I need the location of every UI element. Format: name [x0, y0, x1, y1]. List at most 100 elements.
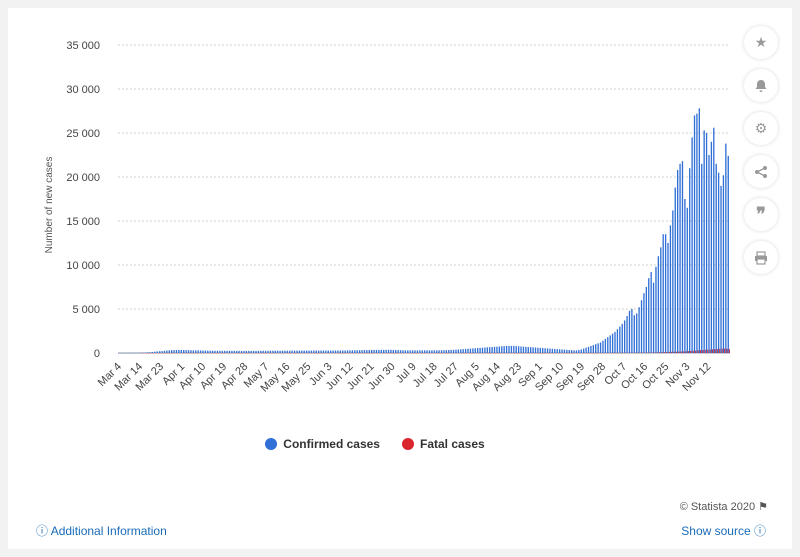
bar-confirmed[interactable] — [725, 143, 727, 353]
bar-confirmed[interactable] — [727, 155, 729, 353]
bar-confirmed[interactable] — [542, 348, 544, 353]
bar-fatal[interactable] — [695, 350, 697, 353]
bar-confirmed[interactable] — [640, 300, 643, 353]
bar-confirmed[interactable] — [383, 349, 385, 353]
bar-confirmed[interactable] — [122, 352, 125, 354]
bar-confirmed[interactable] — [289, 350, 291, 353]
bar-confirmed[interactable] — [568, 350, 570, 353]
bar-confirmed[interactable] — [199, 350, 202, 353]
bar-confirmed[interactable] — [460, 349, 462, 353]
bar-confirmed[interactable] — [120, 352, 122, 354]
bar-fatal[interactable] — [680, 351, 682, 353]
bar-confirmed[interactable] — [211, 350, 214, 353]
bar-confirmed[interactable] — [604, 338, 607, 353]
bar-confirmed[interactable] — [585, 347, 587, 353]
bar-confirmed[interactable] — [402, 350, 404, 353]
bar-fatal[interactable] — [728, 348, 730, 353]
bar-confirmed[interactable] — [219, 350, 221, 353]
bar-confirmed[interactable] — [134, 352, 137, 354]
bar-confirmed[interactable] — [142, 352, 144, 354]
bar-fatal[interactable] — [666, 352, 668, 353]
bar-confirmed[interactable] — [530, 347, 532, 353]
bar-confirmed[interactable] — [358, 350, 361, 353]
bar-confirmed[interactable] — [457, 349, 460, 353]
bar-confirmed[interactable] — [691, 137, 693, 353]
bar-confirmed[interactable] — [334, 350, 337, 353]
bar-confirmed[interactable] — [643, 293, 645, 353]
bar-confirmed[interactable] — [313, 350, 315, 353]
bar-confirmed[interactable] — [414, 350, 416, 353]
bar-confirmed[interactable] — [419, 350, 421, 353]
bar-fatal[interactable] — [716, 348, 718, 353]
bar-confirmed[interactable] — [320, 350, 322, 353]
bar-confirmed[interactable] — [257, 350, 260, 353]
bar-confirmed[interactable] — [395, 350, 397, 353]
bar-confirmed[interactable] — [125, 352, 127, 354]
bar-confirmed[interactable] — [515, 346, 517, 353]
bar-confirmed[interactable] — [674, 187, 676, 353]
bar-confirmed[interactable] — [510, 345, 513, 353]
bar-confirmed[interactable] — [479, 347, 481, 353]
bar-fatal[interactable] — [690, 350, 692, 353]
bar-confirmed[interactable] — [279, 350, 281, 353]
bar-confirmed[interactable] — [274, 350, 276, 353]
bar-confirmed[interactable] — [616, 329, 619, 353]
bar-fatal[interactable] — [692, 350, 694, 353]
bar-confirmed[interactable] — [667, 243, 669, 353]
legend-item-fatal[interactable]: Fatal cases — [401, 437, 485, 451]
bar-confirmed[interactable] — [440, 350, 443, 353]
bar-confirmed[interactable] — [228, 350, 231, 353]
bar-confirmed[interactable] — [580, 349, 582, 353]
bar-confirmed[interactable] — [207, 350, 209, 353]
bar-confirmed[interactable] — [310, 350, 313, 353]
bar-confirmed[interactable] — [489, 347, 491, 353]
bar-confirmed[interactable] — [517, 346, 520, 353]
bar-confirmed[interactable] — [614, 331, 616, 353]
bar-confirmed[interactable] — [710, 141, 713, 353]
bar-confirmed[interactable] — [693, 115, 696, 354]
bar-confirmed[interactable] — [602, 340, 604, 353]
bar-confirmed[interactable] — [623, 320, 626, 353]
bar-confirmed[interactable] — [450, 349, 452, 353]
bar-confirmed[interactable] — [317, 350, 320, 353]
bar-confirmed[interactable] — [277, 350, 279, 353]
bar-confirmed[interactable] — [431, 350, 433, 353]
bar-confirmed[interactable] — [322, 350, 325, 353]
bar-confirmed[interactable] — [269, 350, 272, 353]
bar-confirmed[interactable] — [505, 345, 508, 353]
bar-fatal[interactable] — [714, 349, 716, 353]
bar-confirmed[interactable] — [493, 346, 496, 353]
bar-confirmed[interactable] — [587, 346, 590, 353]
bar-confirmed[interactable] — [233, 350, 235, 353]
bar-confirmed[interactable] — [163, 350, 166, 353]
bar-confirmed[interactable] — [469, 348, 472, 353]
bar-confirmed[interactable] — [301, 350, 303, 353]
bar-confirmed[interactable] — [679, 163, 681, 353]
bar-confirmed[interactable] — [638, 307, 640, 353]
bar-confirmed[interactable] — [573, 350, 575, 353]
bar-confirmed[interactable] — [522, 346, 525, 353]
bar-confirmed[interactable] — [645, 287, 647, 353]
settings-button[interactable]: ⚙ — [744, 112, 778, 145]
bar-confirmed[interactable] — [305, 350, 308, 353]
bar-confirmed[interactable] — [139, 352, 142, 354]
bar-fatal[interactable] — [683, 351, 685, 353]
bar-confirmed[interactable] — [583, 348, 585, 353]
bar-confirmed[interactable] — [356, 350, 358, 353]
bar-confirmed[interactable] — [315, 350, 317, 353]
bar-confirmed[interactable] — [720, 185, 722, 353]
bar-confirmed[interactable] — [621, 323, 623, 353]
bar-fatal[interactable] — [712, 349, 714, 353]
bar-confirmed[interactable] — [173, 350, 175, 353]
bar-confirmed[interactable] — [397, 350, 399, 353]
bar-confirmed[interactable] — [132, 352, 134, 354]
bar-confirmed[interactable] — [578, 349, 580, 353]
bar-fatal[interactable] — [687, 351, 689, 353]
bar-confirmed[interactable] — [664, 234, 667, 353]
bar-confirmed[interactable] — [599, 342, 602, 353]
bar-confirmed[interactable] — [351, 350, 354, 353]
bar-confirmed[interactable] — [631, 309, 633, 353]
bar-confirmed[interactable] — [156, 351, 158, 353]
bar-confirmed[interactable] — [373, 349, 375, 353]
legend-item-confirmed[interactable]: Confirmed cases — [265, 437, 380, 451]
